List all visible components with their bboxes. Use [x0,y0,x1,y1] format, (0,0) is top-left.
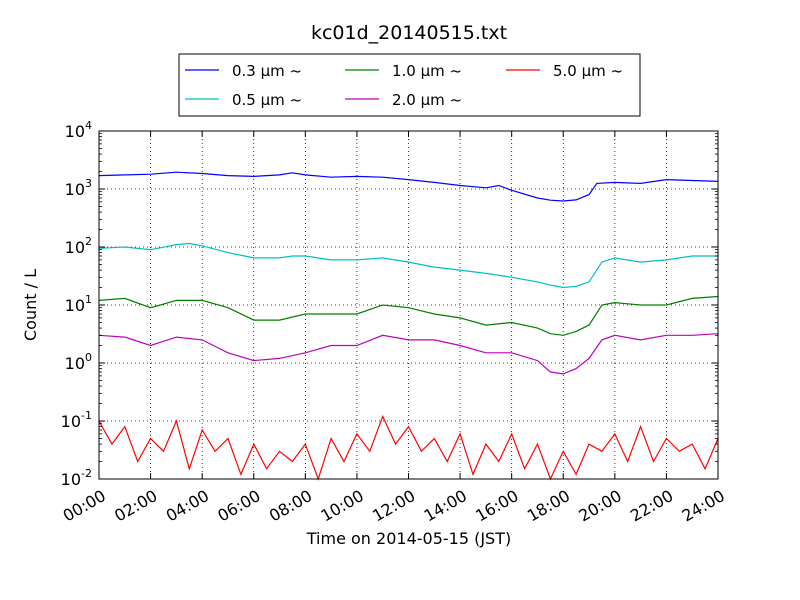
y-tick-label: 104 [65,119,92,141]
y-tick-label: 10-2 [61,467,92,489]
legend-label: 2.0 μm ~ [392,91,462,109]
y-axis-ticks: 10-2 10-1 100 101 102 103 104 [61,119,718,489]
y-tick-label: 103 [65,177,92,199]
y-tick-label: 101 [65,293,92,315]
y-tick-label: 102 [65,235,92,257]
series-line-2 [98,295,719,336]
series-line-3 [98,333,719,375]
y-tick-label: 10-1 [61,409,92,431]
legend-label: 0.5 μm ~ [232,91,302,109]
series-line-0 [98,171,719,202]
x-axis-label: Time on 2014-05-15 (JST) [306,529,511,548]
series-line-4 [98,414,719,481]
legend-box [178,53,641,117]
legend-label: 0.3 μm ~ [232,62,302,80]
chart-title: kc01d_20140515.txt [311,22,507,44]
series-line-1 [98,242,718,289]
series-lines [98,171,719,481]
legend: 0.3 μm ~ 0.5 μm ~ 1.0 μm ~ 2.0 μm ~ 5.0 μm ~ [178,53,641,117]
legend-label: 1.0 μm ~ [392,62,462,80]
y-tick-label: 100 [65,351,92,373]
y-axis-label: Count / L [21,269,40,341]
legend-label: 5.0 μm ~ [553,62,623,80]
